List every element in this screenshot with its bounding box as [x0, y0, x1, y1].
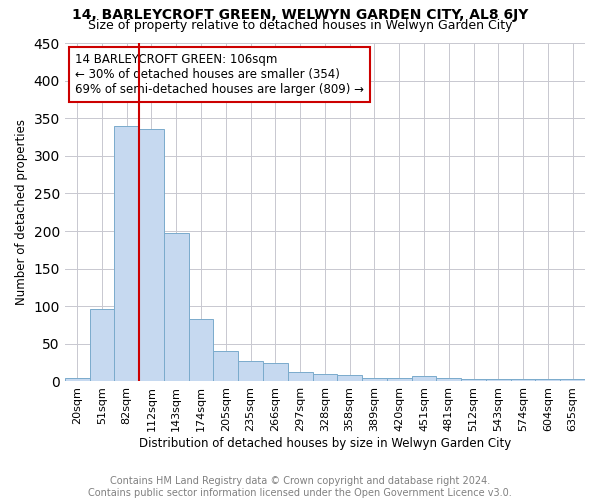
Bar	[214, 352, 238, 382]
Bar	[65, 378, 89, 382]
Bar	[263, 362, 288, 382]
Text: Contains HM Land Registry data © Crown copyright and database right 2024.
Contai: Contains HM Land Registry data © Crown c…	[88, 476, 512, 498]
Bar	[313, 374, 337, 382]
Bar	[511, 379, 535, 382]
Bar	[560, 379, 585, 382]
Bar	[164, 234, 188, 382]
Bar	[188, 319, 214, 382]
Bar	[412, 376, 436, 382]
Bar	[362, 378, 387, 382]
Bar	[238, 361, 263, 382]
X-axis label: Distribution of detached houses by size in Welwyn Garden City: Distribution of detached houses by size …	[139, 437, 511, 450]
Bar	[288, 372, 313, 382]
Bar	[89, 308, 115, 382]
Text: 14, BARLEYCROFT GREEN, WELWYN GARDEN CITY, AL8 6JY: 14, BARLEYCROFT GREEN, WELWYN GARDEN CIT…	[72, 8, 528, 22]
Bar	[461, 379, 486, 382]
Bar	[535, 379, 560, 382]
Bar	[486, 379, 511, 382]
Text: Size of property relative to detached houses in Welwyn Garden City: Size of property relative to detached ho…	[88, 18, 512, 32]
Bar	[436, 378, 461, 382]
Y-axis label: Number of detached properties: Number of detached properties	[15, 119, 28, 305]
Bar	[337, 376, 362, 382]
Bar	[139, 130, 164, 382]
Bar	[115, 126, 139, 382]
Bar	[387, 378, 412, 382]
Text: 14 BARLEYCROFT GREEN: 106sqm
← 30% of detached houses are smaller (354)
69% of s: 14 BARLEYCROFT GREEN: 106sqm ← 30% of de…	[75, 53, 364, 96]
